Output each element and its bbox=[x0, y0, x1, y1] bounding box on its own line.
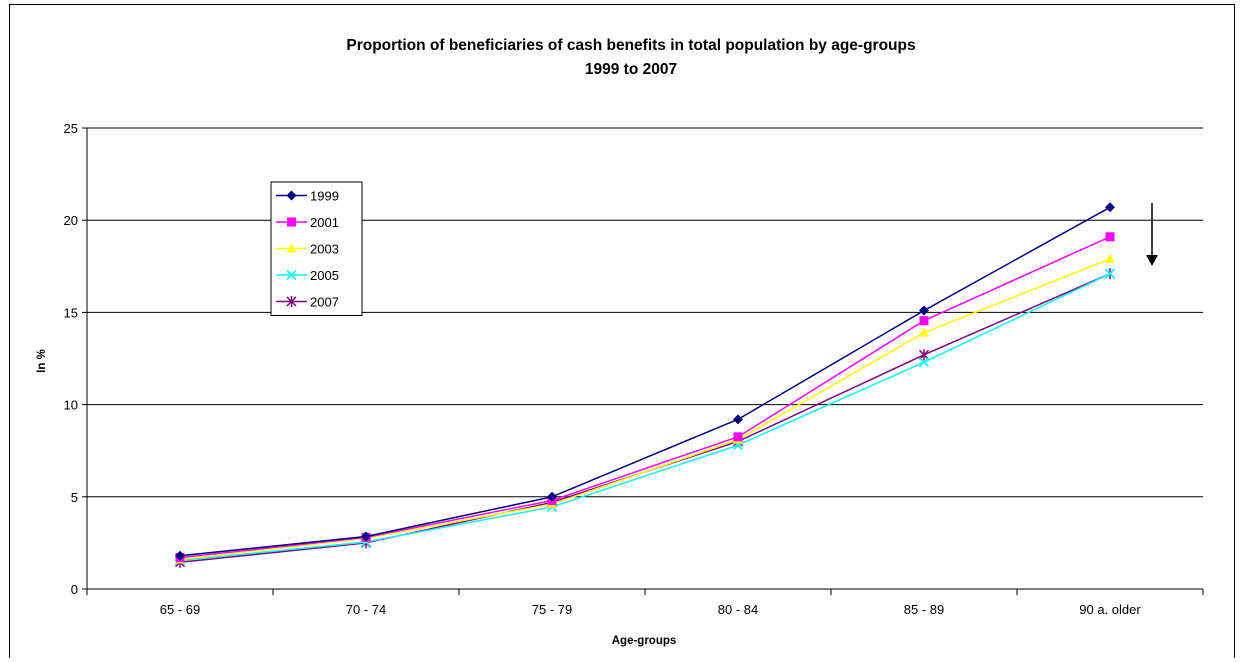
x-tick-label: 65 - 69 bbox=[160, 602, 200, 617]
data-point bbox=[1104, 268, 1116, 279]
legend-label: 1999 bbox=[310, 189, 339, 204]
legend-label: 2003 bbox=[310, 242, 339, 257]
x-tick-label: 75 - 79 bbox=[532, 602, 572, 617]
x-tick-label: 80 - 84 bbox=[718, 602, 758, 617]
legend: 1999 2001 2003 2005 2007 bbox=[270, 181, 363, 316]
legend-entry: 2001 bbox=[276, 215, 339, 230]
trend-arrow bbox=[1146, 203, 1158, 266]
data-point bbox=[918, 349, 930, 361]
y-axis-title: In % bbox=[36, 349, 48, 373]
data-point bbox=[547, 491, 557, 502]
data-point bbox=[733, 432, 743, 442]
data-point bbox=[286, 269, 297, 281]
data-point bbox=[733, 414, 743, 425]
data-point bbox=[1105, 253, 1115, 263]
x-tick-label: 85 - 89 bbox=[904, 602, 944, 617]
y-tick-label: 0 bbox=[71, 582, 78, 597]
data-point bbox=[286, 296, 297, 307]
legend-entry: 2005 bbox=[276, 268, 339, 283]
legend-label: 2007 bbox=[310, 295, 339, 310]
x-tick-label: 90 a. older bbox=[1079, 602, 1141, 617]
legend-entry: 2007 bbox=[276, 295, 339, 310]
legend-entry: 1999 bbox=[276, 189, 339, 204]
legend-entry: 2003 bbox=[276, 242, 339, 257]
data-point bbox=[918, 357, 930, 368]
y-tick-label: 25 bbox=[64, 121, 78, 136]
axes: 0 5 10 15 20 25 65 - 69 70 - 74 75 - 79 80 - 84 85… bbox=[64, 121, 1204, 617]
data-point bbox=[286, 243, 297, 253]
y-tick-label: 20 bbox=[64, 213, 78, 228]
x-tick-label: 70 - 74 bbox=[346, 602, 386, 617]
data-point bbox=[1105, 232, 1115, 242]
y-tick-label: 10 bbox=[64, 398, 78, 413]
series-line bbox=[179, 272, 1111, 564]
series-line bbox=[179, 236, 1111, 559]
legend-label: 2005 bbox=[310, 268, 339, 283]
data-point bbox=[361, 531, 371, 542]
series-line bbox=[179, 206, 1111, 557]
data-point bbox=[919, 305, 929, 316]
x-axis-title: Age-groups bbox=[612, 635, 677, 647]
data-point bbox=[1105, 202, 1115, 213]
arrow-head bbox=[1146, 255, 1158, 266]
series-line bbox=[179, 272, 1111, 562]
data-point bbox=[919, 316, 929, 326]
y-tick-label: 15 bbox=[64, 305, 78, 320]
line-chart: Proportion of beneficiaries of cash bene… bbox=[36, 37, 1204, 647]
chart-frame: Proportion of beneficiaries of cash bene… bbox=[9, 4, 1235, 658]
y-tick-label: 5 bbox=[71, 490, 78, 505]
data-point bbox=[287, 217, 296, 227]
series-1999 bbox=[175, 202, 1115, 561]
legend-label: 2001 bbox=[310, 215, 339, 230]
gridlines bbox=[87, 127, 1203, 498]
series-lines bbox=[174, 202, 1116, 568]
data-point bbox=[919, 327, 929, 337]
chart-subtitle: 1999 to 2007 bbox=[585, 61, 677, 78]
data-point bbox=[175, 550, 185, 561]
data-point bbox=[286, 190, 297, 201]
chart-title: Proportion of beneficiaries of cash bene… bbox=[346, 37, 915, 54]
series-line bbox=[179, 258, 1111, 561]
